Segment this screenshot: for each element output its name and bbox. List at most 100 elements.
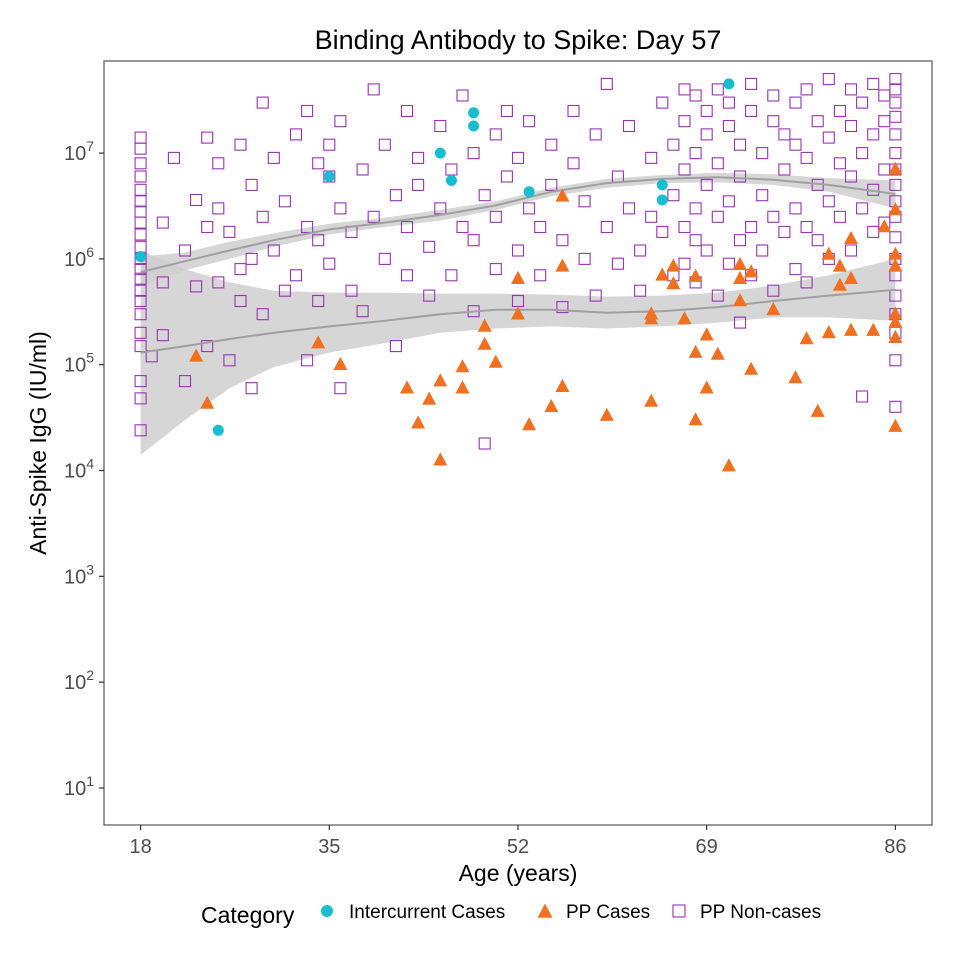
noncase-point	[556, 301, 569, 314]
case-point	[522, 417, 537, 431]
noncase-point	[844, 119, 858, 133]
noncase-point	[489, 210, 502, 223]
noncase-point	[356, 305, 369, 318]
noncase-point	[467, 147, 480, 160]
noncase-point	[778, 128, 791, 141]
x-axis: 18 35 52 69 86	[130, 825, 906, 858]
noncase-point	[578, 252, 591, 265]
case-point	[555, 378, 570, 392]
case-point	[821, 246, 836, 260]
noncase-point	[278, 284, 291, 297]
noncase-point	[534, 269, 547, 282]
noncase-point	[856, 390, 869, 403]
noncase-point	[234, 263, 247, 276]
noncase-point	[256, 210, 269, 223]
noncase-point	[678, 220, 691, 234]
case-point	[832, 258, 847, 272]
noncase-point	[156, 216, 169, 229]
noncase-point	[556, 234, 569, 247]
noncase-point	[722, 257, 735, 270]
noncase-point	[889, 73, 902, 86]
noncase-point	[467, 234, 480, 247]
noncase-point	[778, 163, 791, 176]
legend-key-pp-cases	[537, 903, 553, 918]
noncase-point	[889, 110, 902, 123]
case-point	[477, 318, 492, 332]
legend-key-intercurrent	[321, 905, 333, 917]
noncase-point	[312, 157, 325, 170]
noncase-point	[756, 189, 769, 202]
case-point	[688, 268, 703, 282]
x-tick-label: 86	[884, 836, 906, 858]
noncase-point	[589, 128, 602, 141]
case-point	[666, 258, 681, 272]
noncase-point	[356, 163, 369, 176]
case-point	[888, 202, 903, 216]
noncase-point	[378, 138, 391, 151]
noncase-point	[545, 178, 558, 191]
case-point	[888, 306, 903, 320]
case-point	[599, 407, 614, 421]
series-pp-noncases	[134, 73, 902, 450]
noncase-point	[678, 257, 691, 270]
case-point	[844, 322, 858, 336]
case-point	[844, 230, 858, 244]
noncase-point	[700, 178, 713, 191]
case-point	[744, 361, 759, 375]
noncase-point	[400, 220, 414, 234]
noncase-point	[167, 151, 180, 164]
noncase-point	[689, 234, 702, 247]
noncase-point	[856, 96, 869, 109]
case-point	[733, 270, 747, 284]
y-tick-label: 106	[64, 244, 94, 271]
case-point	[455, 359, 470, 373]
noncase-point	[245, 178, 258, 191]
noncase-point	[711, 157, 724, 170]
case-point	[333, 356, 348, 370]
noncase-point	[156, 329, 169, 342]
noncase-point	[767, 115, 780, 128]
noncase-point	[889, 128, 902, 141]
noncase-point	[134, 392, 147, 405]
case-point	[644, 393, 659, 407]
case-point	[766, 302, 781, 316]
case-point	[677, 311, 692, 325]
noncase-point	[201, 340, 214, 353]
noncase-point	[722, 119, 735, 133]
intercurrent-point	[468, 107, 480, 119]
case-point	[710, 346, 725, 360]
noncase-point	[811, 115, 824, 128]
noncase-point	[367, 210, 380, 223]
noncase-point	[844, 170, 858, 183]
noncase-point	[267, 244, 280, 257]
case-point	[189, 348, 204, 362]
case-point	[477, 336, 492, 350]
noncase-point	[478, 189, 491, 202]
noncase-point	[844, 244, 858, 257]
noncase-point	[622, 119, 636, 133]
case-point	[455, 380, 470, 394]
case-point	[644, 311, 659, 325]
y-tick-label: 104	[64, 456, 94, 483]
intercurrent-point	[212, 424, 224, 436]
noncase-point	[611, 257, 624, 270]
noncase-point	[678, 115, 691, 128]
noncase-point	[400, 269, 414, 282]
noncase-point	[756, 147, 769, 160]
noncase-point	[789, 96, 802, 109]
noncase-point	[400, 104, 414, 118]
noncase-point	[511, 244, 525, 257]
legend-key-pp-noncases	[672, 904, 686, 918]
case-point	[810, 403, 825, 417]
intercurrent-point	[723, 78, 735, 90]
y-axis: 101 102 103 104 105 106 107	[64, 138, 104, 800]
noncase-point	[833, 104, 846, 118]
noncase-point	[878, 89, 891, 102]
case-point	[744, 264, 759, 278]
case-point	[488, 354, 503, 368]
noncase-point	[234, 294, 247, 308]
noncase-point	[312, 234, 325, 247]
case-point	[511, 306, 525, 320]
